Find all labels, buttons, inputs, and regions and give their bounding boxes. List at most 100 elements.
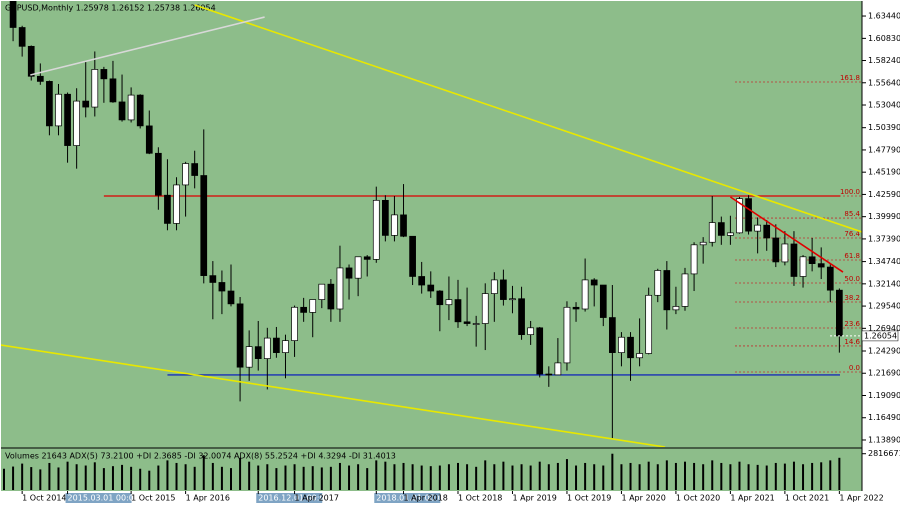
candle-body bbox=[382, 199, 389, 236]
trendline bbox=[729, 196, 844, 273]
candle-body bbox=[763, 224, 771, 239]
candle-body bbox=[282, 340, 289, 353]
candle-body bbox=[409, 235, 416, 277]
fib-label: 0.0 bbox=[849, 364, 860, 372]
candle-body bbox=[590, 279, 598, 286]
current-price-label: 1.26054 bbox=[864, 331, 897, 340]
candle-body bbox=[681, 273, 689, 307]
candle-body bbox=[663, 270, 671, 311]
candle-body bbox=[808, 256, 816, 264]
candle-body bbox=[745, 198, 752, 232]
fib-label: 50.0 bbox=[844, 275, 860, 283]
fib-label: 23.6 bbox=[844, 320, 860, 328]
candle-body bbox=[826, 266, 834, 291]
candle-body bbox=[236, 303, 244, 368]
x-tick-label: 1 Apr 2017 bbox=[295, 494, 339, 503]
fib-label: 76.4 bbox=[844, 230, 860, 238]
candle-body bbox=[200, 175, 208, 276]
candle-body bbox=[500, 279, 507, 300]
candle-body bbox=[136, 94, 144, 127]
fib-label: 85.4 bbox=[844, 210, 860, 218]
y-tick-label: 1.13890 bbox=[868, 435, 900, 444]
candle-body bbox=[300, 306, 307, 313]
chart-header: GBPUSD,Monthly 1.25978 1.26152 1.25738 1… bbox=[5, 4, 216, 13]
candle-body bbox=[554, 362, 562, 376]
candle-body bbox=[536, 327, 544, 375]
x-tick-label: 1 Oct 2014 bbox=[22, 494, 66, 503]
candle-body bbox=[118, 101, 126, 121]
candle-body bbox=[754, 224, 761, 232]
trendline bbox=[1, 344, 666, 447]
candle-body bbox=[609, 317, 616, 353]
candle-body bbox=[82, 100, 90, 108]
candle-body bbox=[273, 337, 280, 353]
y-tick-label: 1.53040 bbox=[868, 101, 900, 110]
fib-label: 100.0 bbox=[840, 188, 860, 196]
candle-body bbox=[327, 283, 335, 310]
candle-body bbox=[836, 289, 843, 337]
y-tick-label: 1.39990 bbox=[868, 212, 900, 221]
candle-body bbox=[799, 256, 807, 277]
candle-body bbox=[445, 299, 453, 306]
candle-body bbox=[645, 294, 653, 354]
candle-body bbox=[91, 69, 99, 108]
candle-body bbox=[254, 346, 262, 359]
y-tick-label: 1.32140 bbox=[868, 279, 900, 288]
candle-body bbox=[18, 27, 26, 47]
candle-body bbox=[817, 263, 825, 268]
x-label-box bbox=[374, 493, 441, 503]
candle-body bbox=[518, 298, 525, 336]
y-tick-label: 1.47790 bbox=[868, 145, 900, 154]
y-tick-label: 1.19090 bbox=[868, 391, 900, 400]
y-tick-label: 1.42590 bbox=[868, 190, 900, 199]
candle-body bbox=[672, 306, 680, 311]
candle-body bbox=[55, 93, 62, 127]
candle-body bbox=[127, 94, 135, 121]
candle-body bbox=[699, 241, 707, 246]
y-tick-label: 1.34740 bbox=[868, 257, 900, 266]
candle-body bbox=[209, 275, 217, 283]
y-tick-label: 1.26940 bbox=[868, 324, 900, 333]
x-tick-label: 1 Apr 2020 bbox=[621, 494, 665, 503]
candle-body bbox=[354, 256, 362, 279]
candle-body bbox=[545, 373, 553, 376]
y-tick-label: 1.45190 bbox=[868, 168, 900, 177]
candle-body bbox=[182, 163, 189, 186]
candle-body bbox=[336, 267, 344, 310]
x-tick-label: 1 Oct 2020 bbox=[676, 494, 720, 503]
fib-label: 161.8 bbox=[840, 74, 860, 82]
y-tick-label: 1.37390 bbox=[868, 234, 900, 243]
candle-body bbox=[654, 270, 662, 296]
candle-body bbox=[64, 93, 71, 146]
x-tick-label: 1 Oct 2018 bbox=[458, 494, 502, 503]
candle-body bbox=[717, 222, 725, 236]
x-tick-label: 1 Apr 2016 bbox=[186, 494, 230, 503]
candle-body bbox=[618, 336, 625, 353]
plot-area bbox=[1, 1, 862, 491]
candle-body bbox=[100, 69, 108, 80]
candle-body bbox=[173, 184, 180, 224]
candle-body bbox=[245, 346, 253, 368]
current-price-box bbox=[861, 330, 899, 342]
candle-body bbox=[36, 75, 44, 82]
x-tick-label: 1 Oct 2021 bbox=[785, 494, 829, 503]
candle-body bbox=[318, 283, 326, 300]
candle-body bbox=[391, 214, 398, 236]
candle-body bbox=[572, 306, 580, 310]
candle-body bbox=[472, 323, 480, 325]
x-tick-label: 1 Apr 2021 bbox=[730, 494, 774, 503]
candle-body bbox=[345, 267, 353, 279]
candle-body bbox=[418, 276, 426, 286]
candle-body bbox=[73, 100, 80, 146]
y-tick-label: 1.63440 bbox=[868, 12, 900, 21]
fib-label: 61.8 bbox=[844, 252, 860, 260]
candle-body bbox=[772, 237, 780, 263]
fib-label: 38.2 bbox=[844, 294, 860, 302]
candle-body bbox=[227, 290, 235, 305]
x-tick-label: 1 Apr 2022 bbox=[839, 494, 883, 503]
x-label-box bbox=[256, 493, 323, 503]
candle-body bbox=[636, 353, 643, 359]
x-tick-label: 1 Oct 2015 bbox=[131, 494, 175, 503]
candle-body bbox=[599, 284, 607, 318]
